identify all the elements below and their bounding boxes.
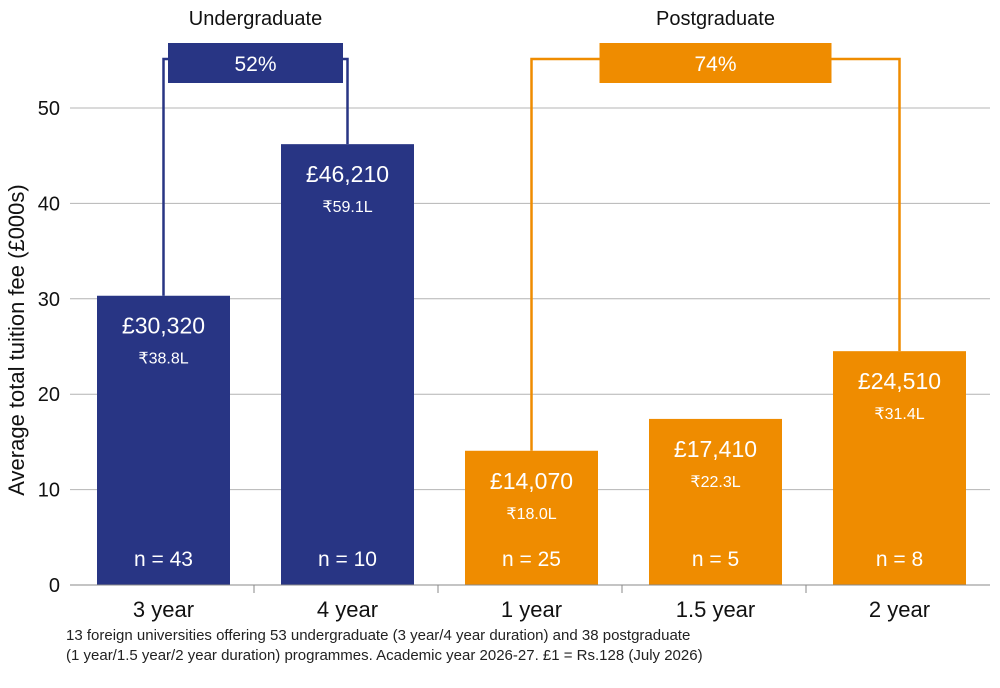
- footnote-line-1: 13 foreign universities offering 53 unde…: [66, 627, 691, 644]
- bar: [281, 144, 414, 585]
- y-tick-label: 30: [38, 289, 60, 311]
- bar-value-label: £14,070: [490, 468, 573, 494]
- y-tick-label: 0: [49, 575, 60, 597]
- bars: £30,320 ₹38.8L n = 43 £46,210 ₹59.1L n = 10 £1…: [97, 144, 966, 585]
- x-tick-label: 3 year: [133, 597, 194, 622]
- change-percent-label: 52%: [234, 53, 276, 76]
- y-tick-label: 20: [38, 384, 60, 406]
- bar: [97, 295, 230, 585]
- y-axis-label: Average total tuition fee (£000s): [4, 184, 29, 495]
- bar-count-label: n = 25: [502, 548, 561, 571]
- change-box: [168, 43, 343, 83]
- group-brackets: 52% Undergraduate 74% Postgraduate: [162, 8, 901, 451]
- group-title: Undergraduate: [189, 8, 322, 30]
- bar: [833, 351, 966, 585]
- y-axis-ticks: 0 10 20 30 40 50: [38, 98, 60, 597]
- group-title: Postgraduate: [656, 8, 775, 30]
- y-tick-label: 10: [38, 480, 60, 502]
- x-axis-tick-labels: 3 year 4 year 1 year 1.5 year 2 year: [133, 585, 930, 622]
- bar-count-label: n = 43: [134, 548, 193, 571]
- bar-value-label: £46,210: [306, 161, 389, 187]
- x-tick-label: 2 year: [869, 597, 930, 622]
- bar: [465, 450, 598, 585]
- bar-inr-label: ₹22.3L: [690, 474, 740, 491]
- bar-value-label: £24,510: [858, 368, 941, 394]
- x-tick-label: 1.5 year: [676, 597, 756, 622]
- change-percent-label: 74%: [694, 53, 736, 76]
- footnote-line-2: (1 year/1.5 year/2 year duration) progra…: [66, 647, 703, 664]
- footnote: 13 foreign universities offering 53 unde…: [66, 626, 966, 666]
- bar-inr-label: ₹18.0L: [506, 506, 556, 523]
- bar-inr-label: ₹59.1L: [322, 199, 372, 216]
- bar-inr-label: ₹38.8L: [138, 351, 188, 368]
- bar-inr-label: ₹31.4L: [874, 406, 924, 423]
- bar-value-label: £17,410: [674, 436, 757, 462]
- bar-count-label: n = 8: [876, 548, 923, 571]
- change-box: [599, 43, 832, 83]
- y-tick-label: 50: [38, 98, 60, 120]
- bar-count-label: n = 10: [318, 548, 377, 571]
- y-tick-label: 40: [38, 193, 60, 215]
- x-tick-label: 1 year: [501, 597, 562, 622]
- x-tick-label: 4 year: [317, 597, 378, 622]
- bar: [649, 418, 782, 585]
- bar-value-label: £30,320: [122, 313, 205, 339]
- bar-count-label: n = 5: [692, 548, 739, 571]
